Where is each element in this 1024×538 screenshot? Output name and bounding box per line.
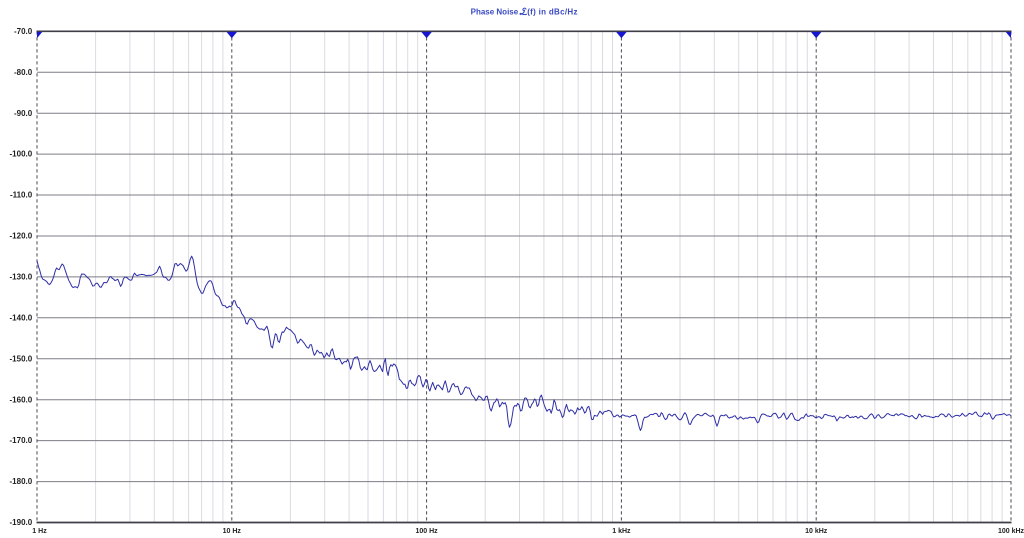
svg-text:-80.0: -80.0 (14, 68, 33, 77)
svg-text:-160.0: -160.0 (10, 395, 33, 404)
svg-text:10 kHz: 10 kHz (805, 528, 828, 535)
svg-text:-130.0: -130.0 (10, 273, 33, 282)
svg-text:-120.0: -120.0 (10, 232, 33, 241)
svg-text:-190.0: -190.0 (10, 518, 33, 527)
svg-text:1 kHz: 1 kHz (612, 528, 631, 535)
svg-text:-110.0: -110.0 (10, 191, 33, 200)
svg-text:10 Hz: 10 Hz (223, 528, 242, 535)
svg-text:-180.0: -180.0 (10, 477, 33, 486)
svg-text:-140.0: -140.0 (10, 313, 33, 322)
svg-text:-100.0: -100.0 (10, 150, 33, 159)
svg-text:100 kHz: 100 kHz (998, 528, 1024, 535)
svg-text:100 Hz: 100 Hz (416, 528, 439, 535)
svg-text:(f) in dBc/Hz: (f) in dBc/Hz (527, 8, 578, 17)
svg-text:-90.0: -90.0 (14, 109, 33, 118)
svg-text:-150.0: -150.0 (10, 354, 33, 363)
svg-text:1 Hz: 1 Hz (32, 528, 47, 535)
svg-text:-170.0: -170.0 (10, 436, 33, 445)
svg-text:Phase Noise: Phase Noise (471, 8, 519, 17)
svg-text:-70.0: -70.0 (14, 27, 33, 36)
